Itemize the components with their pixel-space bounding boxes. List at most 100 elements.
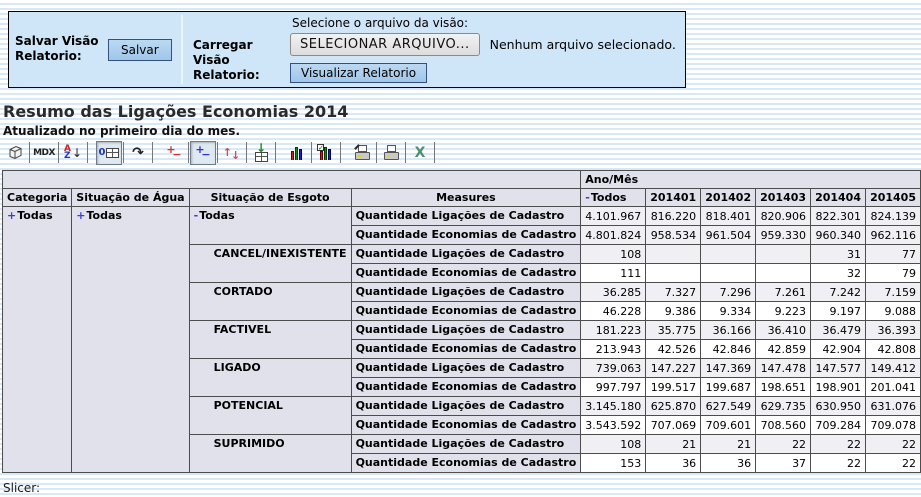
measure-label: Quantidade Ligações de Cadastro bbox=[350, 396, 582, 416]
value-cell: 709.601 bbox=[700, 415, 757, 435]
toolbar-separator bbox=[87, 142, 88, 163]
column-header-201405: 201405 bbox=[865, 188, 921, 207]
esgoto-member: LIGADO bbox=[188, 358, 352, 397]
value-cell: 111 bbox=[580, 263, 647, 283]
value-cell: 147.369 bbox=[700, 358, 757, 378]
column-header-todos: -Todos bbox=[580, 188, 647, 207]
value-cell: 9.334 bbox=[700, 301, 757, 321]
value-cell: 739.063 bbox=[580, 358, 647, 378]
table-row: SUPRIMIDO Quantidade Ligações de Cadastro… bbox=[3, 434, 921, 473]
measure-label: Quantidade Ligações de Cadastro bbox=[350, 282, 582, 302]
print-pdf-icon[interactable] bbox=[378, 141, 404, 165]
table-row: Quantidade Economias de Cadastro 213.943 4… bbox=[3, 339, 921, 359]
value-cell: 42.859 bbox=[755, 339, 812, 359]
esgoto-member: FACTIVEL bbox=[188, 320, 352, 359]
measure-label: Quantidade Economias de Cadastro bbox=[350, 453, 582, 473]
show-chart-icon[interactable] bbox=[284, 141, 310, 165]
collapse-marker-icon[interactable]: - bbox=[193, 209, 199, 222]
pivot-toolbar: MDX A Z ↓ 0 ↷ + − + − ↑↓ ↓ ✓ X bbox=[2, 140, 436, 165]
measure-label: Quantidade Economias de Cadastro bbox=[350, 225, 582, 245]
measure-label: Quantidade Economias de Cadastro bbox=[350, 377, 582, 397]
measure-label: Quantidade Ligações de Cadastro bbox=[350, 358, 582, 378]
value-cell: 958.534 bbox=[645, 225, 702, 245]
value-cell: 22 bbox=[810, 453, 866, 473]
value-cell: 147.227 bbox=[645, 358, 702, 378]
file-input-row: SELECIONAR ARQUIVO... Nenhum arquivo sel… bbox=[290, 33, 676, 56]
export-excel-icon[interactable]: X bbox=[414, 144, 426, 161]
mdx-editor-icon[interactable]: MDX bbox=[33, 147, 55, 158]
table-row: Quantidade Economias de Cadastro 46.228 9.… bbox=[3, 301, 921, 321]
pivot-table: Ano/Mês Categoria Situação de Água Situaçã… bbox=[1, 170, 921, 473]
view-report-button[interactable]: Visualizar Relatorio bbox=[290, 63, 428, 83]
value-cell: 630.950 bbox=[810, 396, 866, 416]
corner-cell bbox=[1, 170, 582, 189]
drill-replace-icon[interactable]: ↑↓ bbox=[222, 146, 241, 162]
value-cell: 22 bbox=[865, 434, 921, 454]
cube-navigator-icon[interactable] bbox=[2, 141, 28, 165]
value-cell: 42.808 bbox=[865, 339, 921, 359]
chart-config-icon[interactable]: ✓ bbox=[313, 141, 339, 165]
value-cell: 707.069 bbox=[645, 415, 702, 435]
toolbar-separator bbox=[217, 142, 218, 163]
value-cell: 213.943 bbox=[580, 339, 647, 359]
select-file-button[interactable]: SELECIONAR ARQUIVO... bbox=[290, 33, 480, 56]
value-cell: 42.904 bbox=[810, 339, 866, 359]
drill-member-icon[interactable]: + − bbox=[166, 143, 182, 161]
swap-axes-icon[interactable]: ↷ bbox=[132, 144, 144, 161]
value-cell: 32 bbox=[810, 263, 866, 283]
expand-marker-icon[interactable]: + bbox=[7, 209, 17, 222]
value-cell: 629.735 bbox=[755, 396, 812, 416]
value-cell: 7.242 bbox=[810, 282, 866, 302]
value-cell: 37 bbox=[755, 453, 812, 473]
measure-label: Quantidade Economias de Cadastro bbox=[350, 415, 582, 435]
table-row: Quantidade Economias de Cadastro 4.801.82… bbox=[3, 225, 921, 245]
save-view-label: Salvar Visão Relatorio: bbox=[15, 34, 99, 63]
value-cell: 199.687 bbox=[700, 377, 757, 397]
expand-marker-icon[interactable]: + bbox=[76, 209, 86, 222]
esgoto-member: SUPRIMIDO bbox=[188, 434, 352, 473]
value-cell: 9.197 bbox=[810, 301, 866, 321]
value-cell: 625.870 bbox=[645, 396, 702, 416]
value-cell: 959.330 bbox=[755, 225, 812, 245]
toolbar-separator bbox=[275, 142, 276, 163]
value-cell: 708.560 bbox=[755, 415, 812, 435]
value-cell: 818.401 bbox=[700, 206, 757, 226]
toolbar-separator bbox=[376, 142, 377, 163]
drill-position-icon[interactable]: + − bbox=[190, 140, 216, 165]
value-cell: 147.478 bbox=[755, 358, 812, 378]
value-cell bbox=[755, 263, 812, 283]
table-row: POTENCIAL Quantidade Ligações de Cadastro… bbox=[3, 396, 921, 435]
value-cell: 36.285 bbox=[580, 282, 647, 302]
toolbar-separator bbox=[434, 142, 435, 163]
table-row: Quantidade Economias de Cadastro 3.543.59… bbox=[3, 415, 921, 435]
toolbar-separator bbox=[405, 142, 406, 163]
value-cell: 35.775 bbox=[645, 320, 702, 340]
toolbar-separator bbox=[340, 142, 341, 163]
value-cell: 79 bbox=[865, 263, 921, 283]
value-cell bbox=[755, 244, 812, 264]
toolbar-separator bbox=[29, 142, 30, 163]
table-row: Quantidade Economias de Cadastro 153 36 36 3… bbox=[3, 453, 921, 473]
measure-label: Quantidade Economias de Cadastro bbox=[350, 301, 582, 321]
measure-label: Quantidade Ligações de Cadastro bbox=[350, 320, 582, 340]
value-cell: 820.906 bbox=[755, 206, 812, 226]
value-cell: 201.041 bbox=[865, 377, 921, 397]
print-config-icon[interactable] bbox=[349, 141, 375, 165]
page-title: Resumo das Ligações Economias 2014 bbox=[3, 102, 349, 121]
value-cell: 4.801.824 bbox=[580, 225, 647, 245]
value-cell: 198.651 bbox=[755, 377, 812, 397]
save-button[interactable]: Salvar bbox=[108, 39, 172, 61]
value-cell: 22 bbox=[810, 434, 866, 454]
collapse-marker-icon[interactable]: - bbox=[585, 191, 590, 204]
table-row: FACTIVEL Quantidade Ligações de Cadastro 1… bbox=[3, 320, 921, 359]
value-cell bbox=[700, 263, 757, 283]
esgoto-member: POTENCIAL bbox=[188, 396, 352, 435]
drill-through-icon[interactable]: ↓ bbox=[248, 141, 274, 165]
value-cell: 36 bbox=[645, 453, 702, 473]
sort-icon[interactable]: A Z ↓ bbox=[63, 143, 83, 161]
save-load-panel: Salvar Visão Relatorio: Salvar Carregar … bbox=[8, 11, 686, 88]
categoria-member: +Todas bbox=[1, 206, 73, 473]
column-header-201404: 201404 bbox=[810, 188, 866, 207]
suppress-empty-icon[interactable]: 0 bbox=[96, 140, 122, 165]
